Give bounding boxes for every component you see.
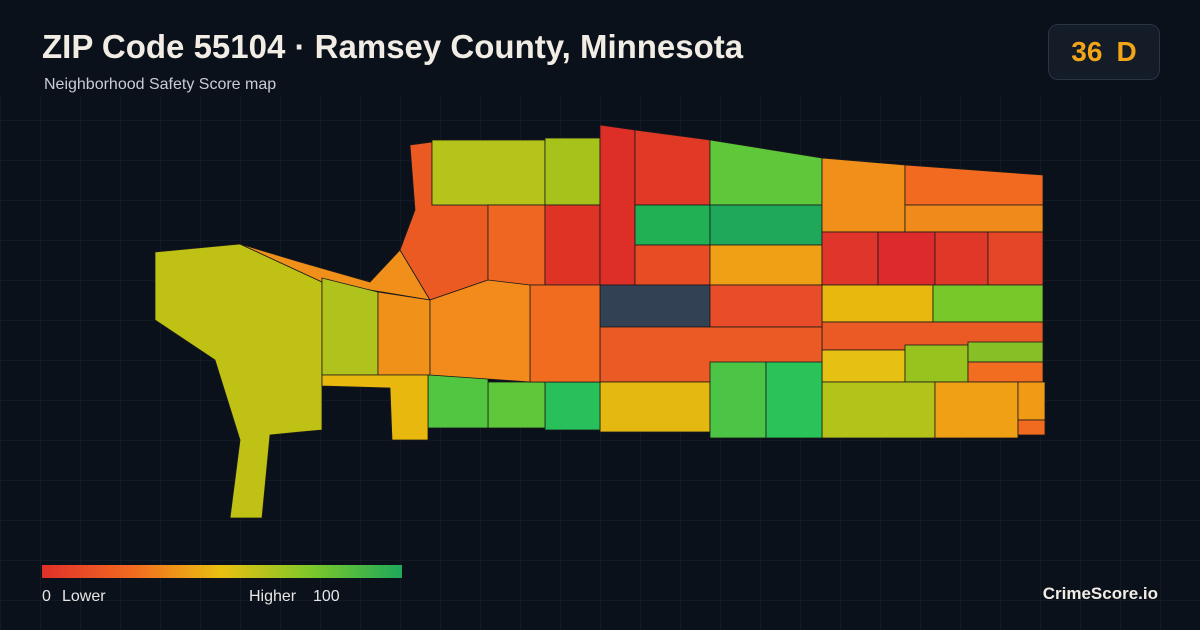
title: ZIP Code 55104 · Ramsey County, Minnesot… <box>42 28 744 65</box>
subtitle: Neighborhood Safety Score map <box>44 76 277 93</box>
legend-gradient <box>42 565 402 578</box>
legend-max: 100 <box>313 588 340 605</box>
score-grade: D <box>1116 36 1137 67</box>
legend-min-label: Lower <box>62 588 106 605</box>
legend-min: 0 <box>42 588 51 605</box>
score-badge: 36 D <box>1048 24 1160 80</box>
score-value: 36 <box>1071 36 1103 67</box>
brand: CrimeScore.io <box>1042 584 1158 603</box>
zip-area <box>154 124 1046 519</box>
legend-max-label: Higher <box>249 588 297 605</box>
